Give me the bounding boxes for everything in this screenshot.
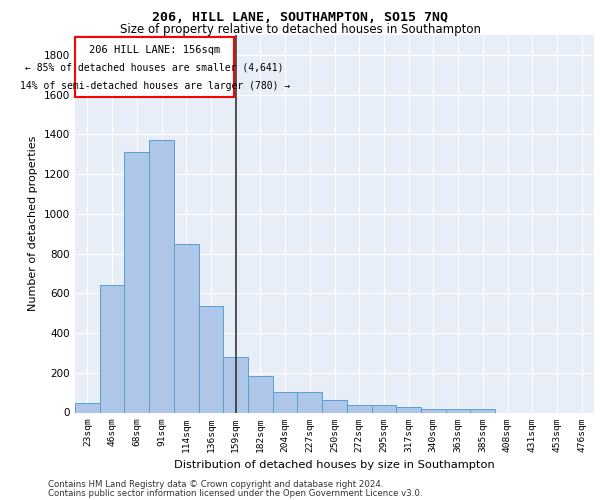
- Text: 206, HILL LANE, SOUTHAMPTON, SO15 7NQ: 206, HILL LANE, SOUTHAMPTON, SO15 7NQ: [152, 11, 448, 24]
- FancyBboxPatch shape: [75, 37, 235, 96]
- Y-axis label: Number of detached properties: Number of detached properties: [28, 136, 38, 312]
- Bar: [100, 286, 124, 412]
- Bar: [273, 392, 298, 412]
- Text: Size of property relative to detached houses in Southampton: Size of property relative to detached ho…: [119, 22, 481, 36]
- Bar: [174, 244, 199, 412]
- Bar: [396, 406, 421, 412]
- Text: Contains public sector information licensed under the Open Government Licence v3: Contains public sector information licen…: [48, 488, 422, 498]
- Text: 206 HILL LANE: 156sqm: 206 HILL LANE: 156sqm: [89, 45, 220, 55]
- Bar: [446, 408, 470, 412]
- Bar: [149, 140, 174, 412]
- Text: 14% of semi-detached houses are larger (780) →: 14% of semi-detached houses are larger (…: [20, 81, 290, 91]
- Bar: [199, 306, 223, 412]
- Bar: [421, 408, 446, 412]
- Bar: [371, 404, 396, 412]
- Bar: [347, 404, 371, 412]
- Bar: [322, 400, 347, 412]
- Bar: [75, 402, 100, 412]
- Bar: [124, 152, 149, 412]
- Bar: [298, 392, 322, 412]
- Bar: [470, 408, 495, 412]
- Text: ← 85% of detached houses are smaller (4,641): ← 85% of detached houses are smaller (4,…: [25, 63, 284, 73]
- Bar: [248, 376, 273, 412]
- X-axis label: Distribution of detached houses by size in Southampton: Distribution of detached houses by size …: [174, 460, 495, 470]
- Bar: [223, 358, 248, 412]
- Text: Contains HM Land Registry data © Crown copyright and database right 2024.: Contains HM Land Registry data © Crown c…: [48, 480, 383, 489]
